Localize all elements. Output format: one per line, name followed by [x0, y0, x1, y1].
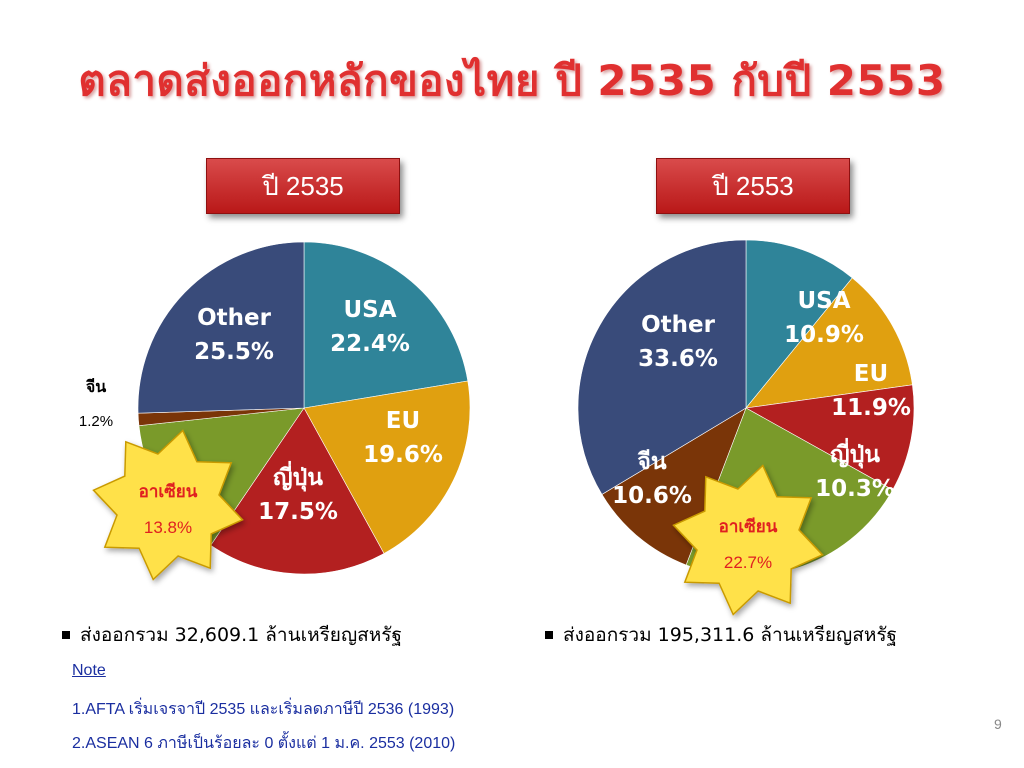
- total-2553-text: ส่งออกรวม 195,311.6 ล้านเหรียญสหรัฐ: [563, 624, 898, 646]
- asean-value: 22.7%: [724, 553, 772, 572]
- pie-slice-usa-2535: [303, 241, 469, 409]
- page-number: 9: [994, 716, 1002, 732]
- asean-star-2535: อาเซียน 13.8%: [92, 429, 244, 581]
- bullet-icon: [545, 631, 553, 639]
- year-2535-label: ปี 2535: [206, 158, 400, 214]
- total-2553: ส่งออกรวม 195,311.6 ล้านเหรียญสหรัฐ: [545, 620, 897, 650]
- note-heading: Note: [72, 662, 106, 679]
- total-2535: ส่งออกรวม 32,609.1 ล้านเหรียญสหรัฐ: [62, 620, 402, 650]
- page-title: ตลาดส่งออกหลักของไทย ปี 2535 กับปี 2553: [78, 56, 946, 105]
- pie-slice-china-2553: [601, 407, 747, 566]
- label-other-2553: Other 33.6%: [638, 312, 718, 372]
- label-usa-2553: USA 10.9%: [784, 288, 864, 348]
- label-china-2553: จีน 10.6%: [612, 449, 692, 509]
- asean-star-icon: [672, 464, 824, 616]
- pie-slice-usa-2553: [745, 239, 853, 409]
- label-china-name-2535: จีน: [85, 377, 106, 396]
- label-china-value-2535: 1.2%: [79, 413, 113, 430]
- bullet-icon: [62, 631, 70, 639]
- label-eu-2535: EU 19.6%: [363, 408, 443, 468]
- label-japan-2535: ญี่ปุ่น 17.5%: [258, 460, 338, 525]
- label-eu-2553: EU 11.9%: [831, 361, 911, 421]
- year-2553-label: ปี 2553: [656, 158, 850, 214]
- pie-slice-japan-2535: [210, 407, 385, 575]
- pie-slice-other-2535: [137, 241, 305, 414]
- asean-star-icon: [92, 429, 244, 581]
- asean-label: อาเซียน: [139, 481, 198, 502]
- pie-slice-eu-2553: [745, 277, 913, 409]
- label-other-2535: Other 25.5%: [194, 305, 274, 365]
- pie-slice-other-2553: [577, 239, 747, 495]
- pie-slice-japan-2553: [745, 384, 915, 491]
- total-2535-text: ส่งออกรวม 32,609.1 ล้านเหรียญสหรัฐ: [80, 624, 402, 646]
- note-line-1: 1.AFTA เริ่มเจรจาปี 2535 และเริ่มลดภาษีป…: [72, 701, 455, 718]
- asean-label: อาเซียน: [719, 516, 778, 537]
- pie-slice-eu-2535: [303, 380, 471, 554]
- asean-star-2553: อาเซียน 22.7%: [672, 464, 824, 616]
- asean-value: 13.8%: [144, 518, 192, 537]
- label-japan-2553: ญี่ปุ่น 10.3%: [815, 437, 895, 502]
- label-usa-2535: USA 22.4%: [330, 297, 410, 357]
- note-line-2: 2.ASEAN 6 ภาษีเป็นร้อยละ 0 ตั้งแต่ 1 ม.ค…: [72, 735, 456, 752]
